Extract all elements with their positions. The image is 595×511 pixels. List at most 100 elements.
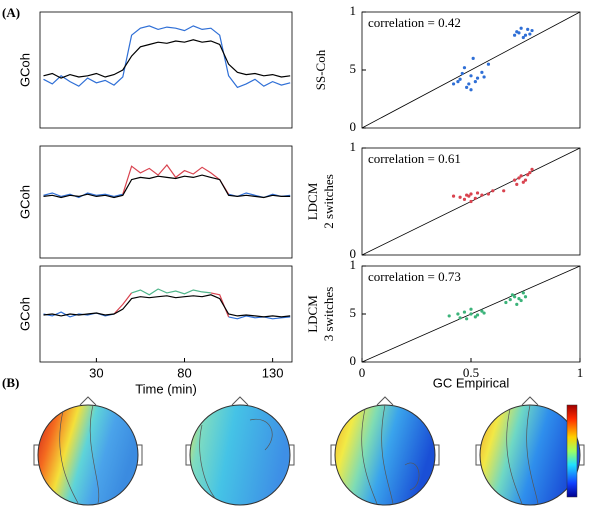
y-tick-label: 1 xyxy=(350,139,357,154)
x-tick-label: 0 xyxy=(359,365,366,380)
point xyxy=(456,312,460,316)
point xyxy=(521,180,525,184)
point xyxy=(451,194,456,198)
annotation: correlation = 0.73 xyxy=(368,269,461,284)
y-tick-label: 1 xyxy=(350,257,357,272)
annotation: correlation = 0.61 xyxy=(368,151,461,166)
y-axis-label: GCoh xyxy=(17,297,32,331)
plot-frame xyxy=(39,145,293,259)
point xyxy=(458,316,462,320)
point xyxy=(462,66,467,70)
plot-frame xyxy=(39,11,293,129)
point xyxy=(530,28,534,33)
x-tick-label: 0.5 xyxy=(463,365,479,380)
point xyxy=(513,295,517,299)
x-axis-label: GC Empirical xyxy=(433,375,510,390)
point xyxy=(469,312,473,316)
y-axis-label: LDCM xyxy=(305,182,320,220)
point xyxy=(526,27,530,31)
point xyxy=(469,199,473,204)
annotation: correlation = 0.42 xyxy=(368,15,461,30)
point xyxy=(517,176,521,180)
y-axis-label: GCoh xyxy=(17,53,32,87)
point xyxy=(458,77,462,81)
point xyxy=(515,30,519,34)
point xyxy=(469,74,473,78)
y-axis-label: SS-Coh xyxy=(313,49,328,90)
y-axis-label: 3 switches xyxy=(321,287,336,342)
point xyxy=(462,310,467,314)
point xyxy=(467,82,471,86)
point xyxy=(475,76,480,80)
y-axis-label: LDCM xyxy=(305,295,320,333)
point xyxy=(528,171,532,175)
point xyxy=(528,32,532,36)
point xyxy=(456,80,460,84)
point xyxy=(469,307,473,311)
point xyxy=(465,317,469,321)
series-line xyxy=(43,39,291,79)
y-tick-label: 5 xyxy=(350,305,357,320)
point xyxy=(521,35,525,40)
point xyxy=(480,193,484,197)
series-line xyxy=(43,294,291,318)
point xyxy=(508,298,512,302)
x-tick-label: 130 xyxy=(262,365,284,380)
point xyxy=(475,191,480,195)
point xyxy=(471,56,475,61)
head-maps xyxy=(33,396,585,506)
point xyxy=(519,174,523,178)
panel-label: (A) xyxy=(2,5,20,20)
point xyxy=(482,311,486,315)
y-axis-label: 2 switches xyxy=(321,174,336,229)
point xyxy=(502,189,506,193)
point xyxy=(465,85,469,89)
x-axis-label: Time (min) xyxy=(135,381,197,396)
point xyxy=(475,313,480,317)
x-tick-label: 1 xyxy=(577,365,584,380)
point xyxy=(467,194,471,198)
point xyxy=(519,298,523,303)
point xyxy=(458,195,462,199)
panel-label: (B) xyxy=(2,375,19,390)
point xyxy=(523,178,528,182)
point xyxy=(517,297,521,301)
point xyxy=(473,80,477,84)
point xyxy=(451,82,456,86)
point xyxy=(515,182,519,186)
y-axis-label: GCoh xyxy=(17,185,32,219)
series-line xyxy=(43,25,291,89)
y-tick-label: 0 xyxy=(350,119,357,134)
point xyxy=(462,197,467,201)
point xyxy=(473,196,477,200)
y-tick-label: 1 xyxy=(350,3,357,18)
y-tick-label: 0 xyxy=(350,246,357,261)
point xyxy=(521,291,525,295)
point xyxy=(526,173,530,177)
series-line xyxy=(122,164,230,195)
point xyxy=(513,33,517,37)
series-line xyxy=(43,174,291,199)
point xyxy=(515,302,519,306)
point xyxy=(480,309,484,313)
point xyxy=(519,26,523,30)
point xyxy=(504,300,508,305)
point xyxy=(480,70,484,74)
point xyxy=(510,293,515,297)
x-tick-label: 80 xyxy=(177,365,191,380)
y-tick-label: 0 xyxy=(350,353,357,368)
series-line xyxy=(131,288,211,296)
point xyxy=(513,178,517,182)
y-tick-label: 5 xyxy=(350,61,357,76)
point xyxy=(491,189,495,193)
x-tick-label: 30 xyxy=(89,365,103,380)
point xyxy=(486,192,491,196)
point xyxy=(482,75,486,79)
point xyxy=(523,295,528,299)
point xyxy=(530,167,534,171)
point xyxy=(469,192,473,196)
point xyxy=(469,88,473,92)
point xyxy=(486,62,491,66)
point xyxy=(460,71,464,76)
